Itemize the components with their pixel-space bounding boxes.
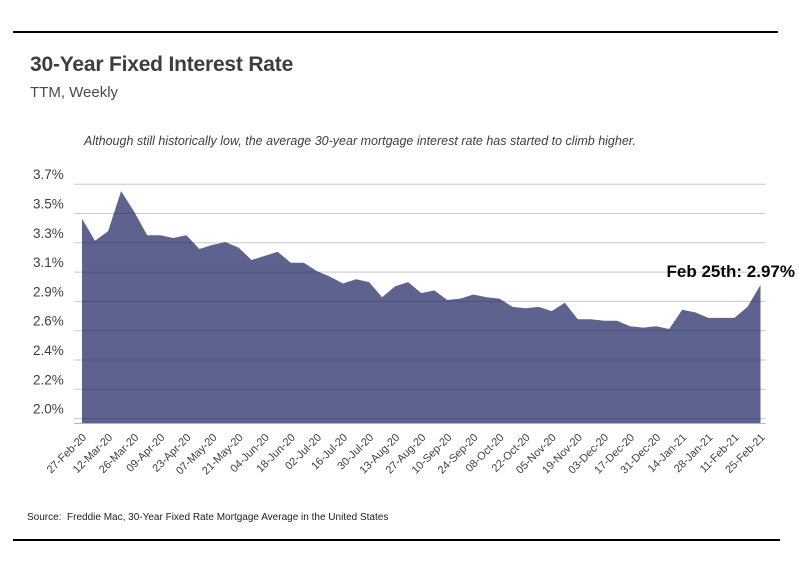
- y-axis-label: 3.5%: [33, 197, 64, 212]
- y-axis-label: 3.3%: [33, 226, 64, 241]
- y-axis-label: 2.6%: [33, 314, 64, 329]
- latest-value-callout: Feb 25th: 2.97%: [666, 262, 796, 281]
- y-axis-label: 2.4%: [33, 343, 64, 358]
- y-axis-label: 2.2%: [33, 372, 64, 387]
- bottom-divider-rule: [13, 539, 780, 541]
- y-axis-label: 2.0%: [33, 402, 64, 417]
- page-subtitle: TTM, Weekly: [30, 84, 119, 101]
- source-citation: Source: Freddie Mac, 30-Year Fixed Rate …: [27, 512, 389, 523]
- y-axis-label: 3.1%: [33, 255, 64, 270]
- page-title: 30-Year Fixed Interest Rate: [30, 53, 294, 76]
- top-divider-rule: [13, 31, 778, 33]
- chart-annotation-note: Although still historically low, the ave…: [84, 134, 636, 148]
- y-axis-label: 3.7%: [33, 167, 64, 182]
- y-axis-label: 2.9%: [33, 284, 64, 299]
- rate-area-series: [82, 191, 761, 423]
